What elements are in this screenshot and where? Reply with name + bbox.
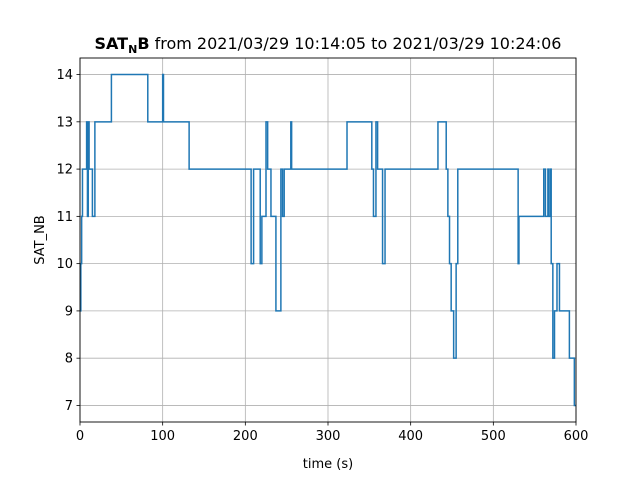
chart-title: SATNB from 2021/03/29 10:14:05 to 2021/0… (95, 34, 562, 56)
x-tick-label: 100 (150, 429, 175, 444)
title-time-range: from 2021/03/29 10:14:05 to 2021/03/29 1… (150, 34, 562, 53)
title-variable: SAT (95, 34, 129, 53)
title-variable-end: B (137, 34, 149, 53)
y-axis-ticks: 7 8 9 10 11 12 13 14 (56, 68, 80, 414)
y-tick-label: 11 (56, 210, 73, 225)
y-tick-label: 12 (56, 163, 73, 178)
x-tick-label: 200 (233, 429, 258, 444)
y-tick-label: 9 (65, 304, 73, 319)
y-tick-label: 14 (56, 68, 73, 83)
x-tick-label: 600 (564, 429, 589, 444)
x-tick-label: 0 (76, 429, 84, 444)
series-layer (80, 73, 576, 407)
series-line (80, 73, 576, 407)
x-tick-label: 500 (481, 429, 506, 444)
y-axis-label: SAT_NB (33, 215, 48, 264)
x-tick-label: 300 (316, 429, 341, 444)
x-axis-label: time (s) (303, 457, 353, 472)
y-tick-label: 8 (65, 352, 73, 367)
y-tick-label: 10 (56, 257, 73, 272)
y-tick-label: 13 (56, 115, 73, 130)
y-tick-label: 7 (65, 399, 73, 414)
x-tick-label: 400 (398, 429, 423, 444)
x-axis-ticks: 0 100 200 300 400 500 600 (76, 422, 589, 444)
title-variable-subscript: N (128, 43, 137, 56)
